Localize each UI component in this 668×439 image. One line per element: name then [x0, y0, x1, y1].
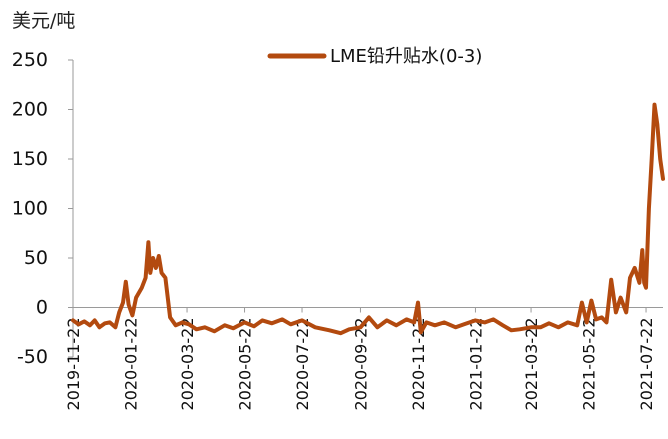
x-tick-label: 2020-05-22: [236, 318, 255, 411]
legend[interactable]: LME铅升贴水(0-3): [267, 46, 482, 67]
y-tick-labels: -50 0 50 100 150 200 250: [12, 49, 73, 368]
y-tick-label: 100: [12, 198, 48, 220]
series-line: [71, 102, 665, 336]
series-lines: [71, 102, 665, 336]
x-tick-label: 2021-03-22: [522, 318, 541, 411]
x-tick-label: 2021-05-22: [580, 318, 599, 411]
y-tick-label: 250: [12, 49, 48, 71]
x-tick-label: 2020-09-22: [351, 318, 370, 411]
x-tick-label: 2020-01-22: [121, 318, 140, 411]
x-tick-label: 2021-01-22: [466, 318, 485, 411]
y-tick-label: 0: [36, 297, 48, 319]
x-tick-labels: 2019-11-22 2020-01-22 2020-03-22 2020-05-22…: [64, 307, 656, 411]
y-tick-label: 150: [12, 148, 48, 170]
x-tick-label: 2020-03-22: [178, 318, 197, 411]
y-tick-label: 50: [24, 247, 48, 269]
x-tick-label: 2019-11-22: [64, 318, 83, 411]
x-tick-label: 2020-11-22: [409, 318, 428, 411]
y-axis-unit-label: 美元/吨: [12, 10, 76, 32]
x-tick-label: 2020-07-22: [293, 318, 312, 411]
axes: [72, 60, 663, 357]
y-tick-label: 200: [12, 99, 48, 121]
x-tick-label: 2021-07-22: [637, 318, 656, 411]
legend-label: LME铅升贴水(0-3): [330, 46, 482, 67]
y-tick-label: -50: [17, 346, 48, 368]
